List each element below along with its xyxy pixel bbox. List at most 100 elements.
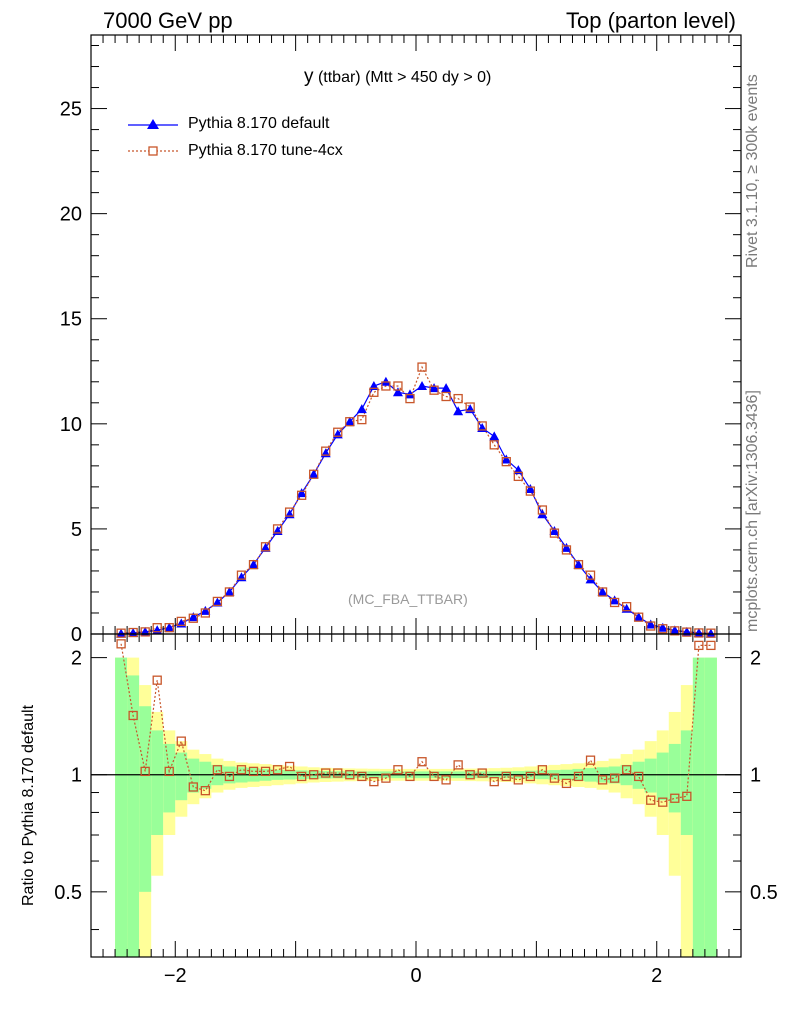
ratio-point-tune4cx xyxy=(537,765,548,775)
data-point-tune4cx xyxy=(634,612,644,622)
data-point-tune4cx xyxy=(284,507,295,517)
data-point-default xyxy=(308,469,319,479)
header-left-text: 7000 GeV pp xyxy=(103,8,233,33)
ratio-point-tune4cx xyxy=(549,773,560,783)
data-point-default xyxy=(693,627,704,637)
data-point-tune4cx xyxy=(345,417,355,427)
ratio-panel-series xyxy=(91,639,741,807)
ratio-point-tune4cx xyxy=(176,736,186,746)
data-point-default xyxy=(116,628,127,638)
data-point-tune4cx xyxy=(465,402,475,412)
data-point-tune4cx xyxy=(357,414,367,425)
ratio-band-green xyxy=(187,758,200,793)
ratio-axis-label: Ratio to Pythia 8.170 default xyxy=(20,704,37,906)
main-ytick-label: 5 xyxy=(71,519,82,541)
ratio-point-tune4cx xyxy=(477,768,487,778)
ratio-point-tune4cx xyxy=(369,776,379,787)
data-point-default xyxy=(525,483,536,493)
main-panel-series xyxy=(116,362,716,638)
ratio-ytick-label-left: 0.5 xyxy=(54,882,82,904)
data-point-tune4cx xyxy=(393,381,403,391)
data-point-tune4cx xyxy=(597,587,608,597)
header-right-text: Top (parton level) xyxy=(566,8,736,33)
ratio-band-green xyxy=(668,743,681,813)
ratio-point-tune4cx xyxy=(417,757,427,767)
ratio-point-tune4cx xyxy=(321,768,331,778)
data-point-tune4cx xyxy=(670,626,680,636)
data-point-tune4cx xyxy=(369,387,379,397)
ratio-point-tune4cx xyxy=(646,795,656,805)
ratio-point-tune4cx xyxy=(284,761,295,772)
ratio-point-tune4cx xyxy=(489,776,499,787)
data-point-tune4cx xyxy=(549,528,560,538)
data-point-tune4cx xyxy=(621,602,632,612)
ratio-point-tune4cx xyxy=(658,797,668,807)
ratio-xtick-label: 0 xyxy=(410,965,421,987)
ratio-xtick-label: −2 xyxy=(164,965,187,987)
ratio-point-tune4cx xyxy=(188,782,198,792)
data-point-tune4cx xyxy=(164,623,174,633)
data-point-default xyxy=(344,416,355,426)
data-point-tune4cx xyxy=(501,457,511,467)
ratio-band-green xyxy=(692,657,705,957)
data-point-tune4cx xyxy=(561,545,572,555)
data-point-default xyxy=(573,559,584,569)
ratio-point-tune4cx xyxy=(140,766,150,777)
ratio-point-tune4cx xyxy=(212,765,223,775)
ratio-band-green xyxy=(127,675,140,957)
ratio-ytick-label-left: 2 xyxy=(71,648,82,670)
data-point-default xyxy=(296,488,307,498)
ratio-point-tune4cx xyxy=(393,765,403,775)
ratio-band-green xyxy=(680,730,693,835)
ratio-point-tune4cx xyxy=(164,766,174,777)
data-point-tune4cx xyxy=(658,624,668,634)
ratio-point-tune4cx xyxy=(152,675,162,685)
ratio-tune4cx-line xyxy=(120,643,711,803)
ratio-xtick-label: 2 xyxy=(651,965,662,987)
data-point-tune4cx xyxy=(537,505,548,515)
data-point-default xyxy=(164,622,175,632)
ratio-point-tune4cx xyxy=(236,765,247,775)
data-point-tune4cx xyxy=(513,471,523,482)
data-point-default xyxy=(356,404,367,414)
legend-marker-tune4cx xyxy=(148,146,158,156)
ratio-point-tune4cx xyxy=(333,768,343,778)
data-point-tune4cx xyxy=(116,628,126,638)
legend-marker-default xyxy=(147,119,159,129)
data-point-default xyxy=(260,542,271,552)
data-point-tune4cx xyxy=(453,393,463,404)
data-point-tune4cx xyxy=(682,627,692,637)
data-point-tune4cx xyxy=(706,628,716,638)
data-point-tune4cx xyxy=(585,570,596,580)
data-point-tune4cx xyxy=(200,608,211,618)
ratio-point-tune4cx xyxy=(525,771,536,782)
data-point-default xyxy=(489,431,500,441)
ratio-point-tune4cx xyxy=(706,640,716,651)
data-point-tune4cx xyxy=(128,627,138,638)
data-point-default xyxy=(417,380,428,390)
data-point-tune4cx xyxy=(224,587,235,597)
ratio-point-tune4cx xyxy=(116,639,126,649)
ratio-point-tune4cx xyxy=(597,775,608,785)
ratio-band-green xyxy=(151,730,164,835)
data-point-default xyxy=(392,387,403,397)
data-point-default xyxy=(549,526,560,536)
ratio-point-tune4cx xyxy=(309,770,319,780)
data-point-default xyxy=(429,383,440,393)
legend-markers xyxy=(128,119,178,156)
data-point-tune4cx xyxy=(609,597,620,608)
ratio-point-tune4cx xyxy=(453,760,463,770)
main-ytick-label: 20 xyxy=(60,204,82,226)
ratio-point-tune4cx xyxy=(441,775,451,785)
data-point-tune4cx xyxy=(236,570,247,580)
plot-title-main: y xyxy=(304,66,314,87)
ratio-point-tune4cx xyxy=(405,771,415,782)
data-point-default xyxy=(224,586,235,596)
ratio-point-tune4cx xyxy=(357,771,367,782)
ratio-point-tune4cx xyxy=(128,710,138,721)
ratio-point-tune4cx xyxy=(682,791,692,801)
ratio-point-tune4cx xyxy=(345,770,355,780)
data-point-default xyxy=(212,597,223,607)
data-point-default xyxy=(501,454,512,464)
